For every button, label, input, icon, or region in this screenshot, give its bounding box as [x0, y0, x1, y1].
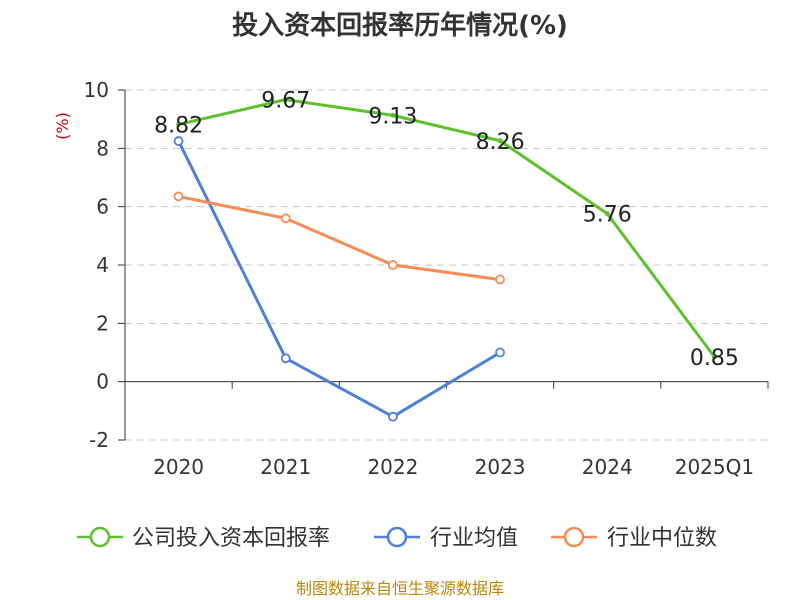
- data-point: [495, 274, 505, 285]
- data-label: 9.13: [368, 104, 417, 129]
- x-tick-label: 2022: [367, 455, 418, 479]
- series-line: [177, 140, 501, 419]
- data-point: [283, 97, 289, 103]
- x-axis-ticks: 2020 2021 2022 2023 2024 2025Q1: [153, 455, 754, 479]
- y-tick-label: -2: [89, 428, 109, 452]
- y-axis-unit-label: (%): [53, 112, 72, 140]
- data-point: [495, 347, 505, 358]
- data-label: 0.85: [690, 346, 739, 371]
- data-label: 8.26: [476, 130, 525, 155]
- data-point: [280, 353, 291, 364]
- data-label: 8.82: [154, 113, 203, 138]
- data-point: [711, 354, 717, 360]
- legend-label: 公司投入资本回报率: [132, 526, 330, 551]
- y-tick-label: 2: [96, 311, 109, 335]
- x-tick-label: 2023: [475, 455, 526, 479]
- data-label: 9.67: [261, 89, 310, 114]
- series-line: [178, 98, 716, 358]
- y-tick-label: 8: [96, 136, 109, 160]
- data-point: [388, 260, 398, 270]
- y-tick-label: 6: [96, 195, 109, 219]
- legend: 公司投入资本回报率 行业均值 行业中位数: [77, 526, 717, 551]
- chart-title: 投入资本回报率历年情况(%): [232, 10, 568, 41]
- data-point: [176, 121, 182, 127]
- data-point: [280, 213, 291, 224]
- x-tick-label: 2025Q1: [675, 455, 754, 479]
- x-tick-label: 2024: [582, 455, 633, 479]
- x-tick-label: 2020: [153, 455, 204, 479]
- legend-swatch-marker: [386, 526, 408, 548]
- series-line: [178, 194, 501, 282]
- source-note: 制图数据来自恒生聚源数据库: [296, 579, 504, 598]
- data-label: 5.76: [583, 203, 632, 228]
- data-point: [173, 191, 184, 202]
- data-point: [497, 138, 503, 144]
- legend-swatch-marker: [89, 526, 111, 548]
- legend-label: 行业均值: [430, 526, 518, 551]
- y-tick-label: 4: [96, 253, 109, 277]
- data-labels: 8.82 9.67 9.13 8.26 5.76 0.85: [154, 89, 739, 371]
- y-tick-label: 10: [84, 78, 109, 102]
- legend-swatch-marker: [563, 526, 585, 548]
- y-axis-ticks: -2 0 2 4 6 8 10: [84, 78, 109, 452]
- data-point: [388, 411, 398, 422]
- legend-label: 行业中位数: [607, 526, 717, 551]
- series-group: [173, 97, 717, 422]
- data-point: [604, 211, 610, 217]
- data-point: [390, 112, 396, 118]
- data-point: [173, 136, 184, 146]
- x-tick-label: 2021: [260, 455, 311, 479]
- y-tick-label: 0: [96, 370, 109, 394]
